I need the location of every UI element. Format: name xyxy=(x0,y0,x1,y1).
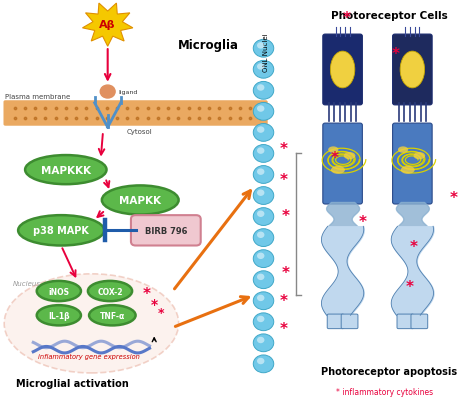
Text: TNF-α: TNF-α xyxy=(100,311,125,320)
Ellipse shape xyxy=(344,153,356,160)
Circle shape xyxy=(253,355,274,373)
FancyBboxPatch shape xyxy=(397,314,414,329)
Circle shape xyxy=(257,106,264,113)
FancyBboxPatch shape xyxy=(341,314,358,329)
Text: *: * xyxy=(331,150,339,165)
Text: *: * xyxy=(343,11,351,26)
Text: *: * xyxy=(280,322,288,337)
Ellipse shape xyxy=(37,281,81,301)
Circle shape xyxy=(257,253,264,260)
Text: *: * xyxy=(150,298,157,311)
Circle shape xyxy=(257,211,264,217)
Ellipse shape xyxy=(89,305,136,326)
Circle shape xyxy=(253,313,274,331)
Ellipse shape xyxy=(331,166,345,175)
Circle shape xyxy=(257,148,264,154)
FancyBboxPatch shape xyxy=(323,35,362,106)
Circle shape xyxy=(257,169,264,175)
FancyBboxPatch shape xyxy=(392,124,432,205)
Text: Microglia: Microglia xyxy=(177,39,238,52)
Text: Cytosol: Cytosol xyxy=(126,129,152,135)
Text: *: * xyxy=(359,215,367,230)
Circle shape xyxy=(257,85,264,92)
Ellipse shape xyxy=(330,52,355,89)
Ellipse shape xyxy=(413,153,425,160)
Text: Photoreceptor Cells: Photoreceptor Cells xyxy=(331,11,447,21)
Circle shape xyxy=(253,103,274,121)
Text: Nucleus: Nucleus xyxy=(12,280,40,286)
Circle shape xyxy=(257,64,264,70)
Text: COX-2: COX-2 xyxy=(97,287,123,296)
Polygon shape xyxy=(82,4,133,47)
Circle shape xyxy=(257,316,264,322)
Ellipse shape xyxy=(18,215,104,246)
Circle shape xyxy=(253,187,274,205)
Text: *: * xyxy=(282,265,290,280)
Text: * inflammatory cytokines: * inflammatory cytokines xyxy=(336,387,433,396)
FancyBboxPatch shape xyxy=(131,215,201,246)
Ellipse shape xyxy=(401,166,415,175)
Text: *: * xyxy=(280,142,288,157)
Text: MAPKKK: MAPKKK xyxy=(41,165,91,175)
Circle shape xyxy=(257,43,264,49)
Text: ligand: ligand xyxy=(118,90,137,95)
Circle shape xyxy=(257,190,264,196)
Circle shape xyxy=(253,271,274,289)
Text: *: * xyxy=(405,279,413,294)
Text: Microglial activation: Microglial activation xyxy=(17,378,129,388)
Circle shape xyxy=(257,337,264,343)
Text: *: * xyxy=(410,239,418,254)
Ellipse shape xyxy=(400,52,425,89)
Circle shape xyxy=(253,292,274,310)
Circle shape xyxy=(257,295,264,301)
Ellipse shape xyxy=(25,156,107,185)
Circle shape xyxy=(257,127,264,134)
FancyBboxPatch shape xyxy=(327,314,344,329)
Text: MAPKK: MAPKK xyxy=(119,196,161,205)
Text: IL-1β: IL-1β xyxy=(48,311,70,320)
Text: *: * xyxy=(158,306,164,319)
Circle shape xyxy=(253,124,274,142)
FancyBboxPatch shape xyxy=(323,124,362,205)
Circle shape xyxy=(253,334,274,352)
Circle shape xyxy=(257,274,264,280)
FancyBboxPatch shape xyxy=(3,101,268,126)
Ellipse shape xyxy=(398,147,408,153)
Ellipse shape xyxy=(4,274,179,373)
Text: Photoreceptor apoptosis: Photoreceptor apoptosis xyxy=(321,366,457,376)
Text: *: * xyxy=(392,47,400,62)
Text: *: * xyxy=(280,173,288,188)
FancyBboxPatch shape xyxy=(411,314,428,329)
Circle shape xyxy=(253,229,274,247)
Circle shape xyxy=(253,40,274,58)
Circle shape xyxy=(253,166,274,184)
Text: Plasma membrane: Plasma membrane xyxy=(5,94,71,100)
Ellipse shape xyxy=(37,305,81,326)
Text: inflammatory gene expression: inflammatory gene expression xyxy=(38,353,140,359)
Text: *: * xyxy=(449,190,457,205)
Circle shape xyxy=(253,208,274,226)
Circle shape xyxy=(253,250,274,268)
Text: p38 MAPK: p38 MAPK xyxy=(33,226,89,236)
Text: BIRB 796: BIRB 796 xyxy=(145,226,187,235)
Text: ONL Nuclei: ONL Nuclei xyxy=(263,33,269,72)
Circle shape xyxy=(253,145,274,163)
Ellipse shape xyxy=(102,186,179,215)
Text: *: * xyxy=(143,287,151,302)
Text: *: * xyxy=(282,209,290,224)
Text: Aβ: Aβ xyxy=(100,20,116,30)
Ellipse shape xyxy=(328,147,338,153)
Ellipse shape xyxy=(88,281,132,301)
Circle shape xyxy=(257,358,264,364)
Circle shape xyxy=(257,232,264,239)
Text: *: * xyxy=(280,294,288,309)
FancyBboxPatch shape xyxy=(392,35,432,106)
Text: iNOS: iNOS xyxy=(48,287,69,296)
Circle shape xyxy=(253,61,274,79)
Circle shape xyxy=(253,82,274,100)
Circle shape xyxy=(100,86,115,99)
